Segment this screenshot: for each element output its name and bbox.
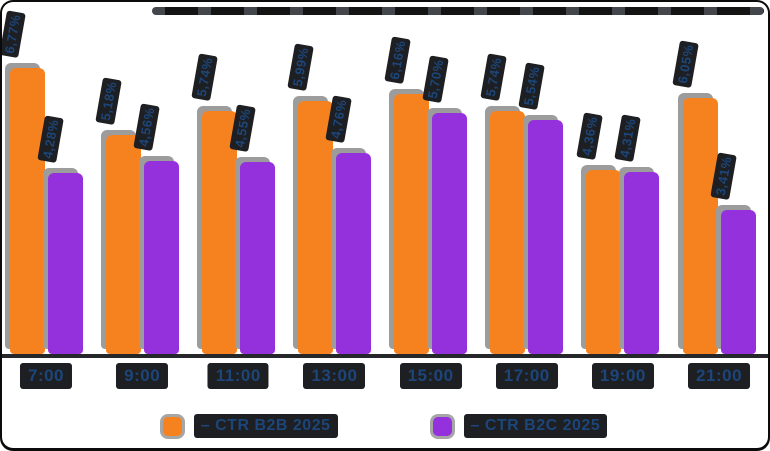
bar-value-label-b2c-17:00: 5,54% bbox=[518, 62, 545, 110]
bar-b2c-17:00 bbox=[528, 120, 564, 354]
x-axis-tick-label-13:00: 13:00 bbox=[303, 363, 366, 389]
x-axis-tick-label-9:00: 9:00 bbox=[116, 363, 169, 389]
bar-b2c-19:00 bbox=[624, 172, 660, 354]
bar-value-label-b2c-19:00: 4,31% bbox=[614, 114, 641, 162]
chart-legend: – CTR B2B 2025 – CTR B2C 2025 bbox=[2, 414, 768, 438]
legend-item-b2c[interactable]: – CTR B2C 2025 bbox=[432, 414, 608, 438]
bar-value-label-b2b-21:00: 6,05% bbox=[672, 40, 699, 88]
legend-item-b2b[interactable]: – CTR B2B 2025 bbox=[162, 414, 338, 438]
x-axis-tick-label-21:00: 21:00 bbox=[688, 363, 751, 389]
bar-b2b-13:00 bbox=[297, 101, 333, 354]
bar-b2b-15:00 bbox=[394, 94, 430, 354]
bar-value-label-b2b-9:00: 5,18% bbox=[95, 77, 123, 125]
bar-b2b-17:00 bbox=[490, 111, 526, 354]
x-axis-line bbox=[2, 354, 768, 358]
bar-b2c-13:00 bbox=[335, 153, 371, 354]
bar-b2b-19:00 bbox=[586, 170, 622, 354]
x-axis-tick-label-17:00: 17:00 bbox=[495, 363, 558, 389]
plot-area: 6,77% 4,28% 5,18% 4,56% 5,74% 4,55% 5,99% 4,76%… bbox=[2, 2, 768, 358]
bar-b2c-9:00 bbox=[143, 161, 179, 354]
bar-value-label-b2b-19:00: 4,36% bbox=[576, 112, 603, 160]
x-axis-tick-label-7:00: 7:00 bbox=[19, 363, 73, 389]
bar-value-label-b2b-15:00: 6,16% bbox=[383, 36, 411, 84]
legend-label-b2b: – CTR B2B 2025 bbox=[193, 414, 338, 438]
legend-swatch-b2b-icon bbox=[162, 416, 182, 436]
bar-b2b-21:00 bbox=[682, 98, 718, 354]
bar-b2b-7:00 bbox=[9, 68, 45, 354]
bar-value-label-b2b-17:00: 5,74% bbox=[480, 53, 507, 101]
legend-label-b2c: – CTR B2C 2025 bbox=[463, 414, 608, 438]
x-axis-tick-label-11:00: 11:00 bbox=[207, 363, 269, 389]
bar-b2b-9:00 bbox=[105, 135, 141, 354]
cropped-content-strip bbox=[152, 7, 764, 15]
x-axis-tick-label-15:00: 15:00 bbox=[399, 363, 462, 389]
x-axis-tick-label-19:00: 19:00 bbox=[591, 363, 654, 389]
bar-value-label-b2b-13:00: 5,99% bbox=[287, 43, 315, 91]
bar-b2c-7:00 bbox=[47, 173, 83, 354]
bar-value-label-b2c-15:00: 5,70% bbox=[421, 55, 449, 103]
bar-b2c-11:00 bbox=[239, 162, 275, 354]
bar-value-label-b2b-11:00: 5,74% bbox=[191, 53, 219, 101]
bar-value-label-b2c-9:00: 4,56% bbox=[133, 103, 161, 151]
bar-b2c-15:00 bbox=[432, 113, 468, 354]
legend-swatch-b2c-icon bbox=[432, 416, 452, 436]
bar-b2c-21:00 bbox=[720, 210, 756, 354]
bar-value-label-b2b-7:00: 6,77% bbox=[2, 10, 26, 58]
bar-b2b-11:00 bbox=[201, 111, 237, 354]
